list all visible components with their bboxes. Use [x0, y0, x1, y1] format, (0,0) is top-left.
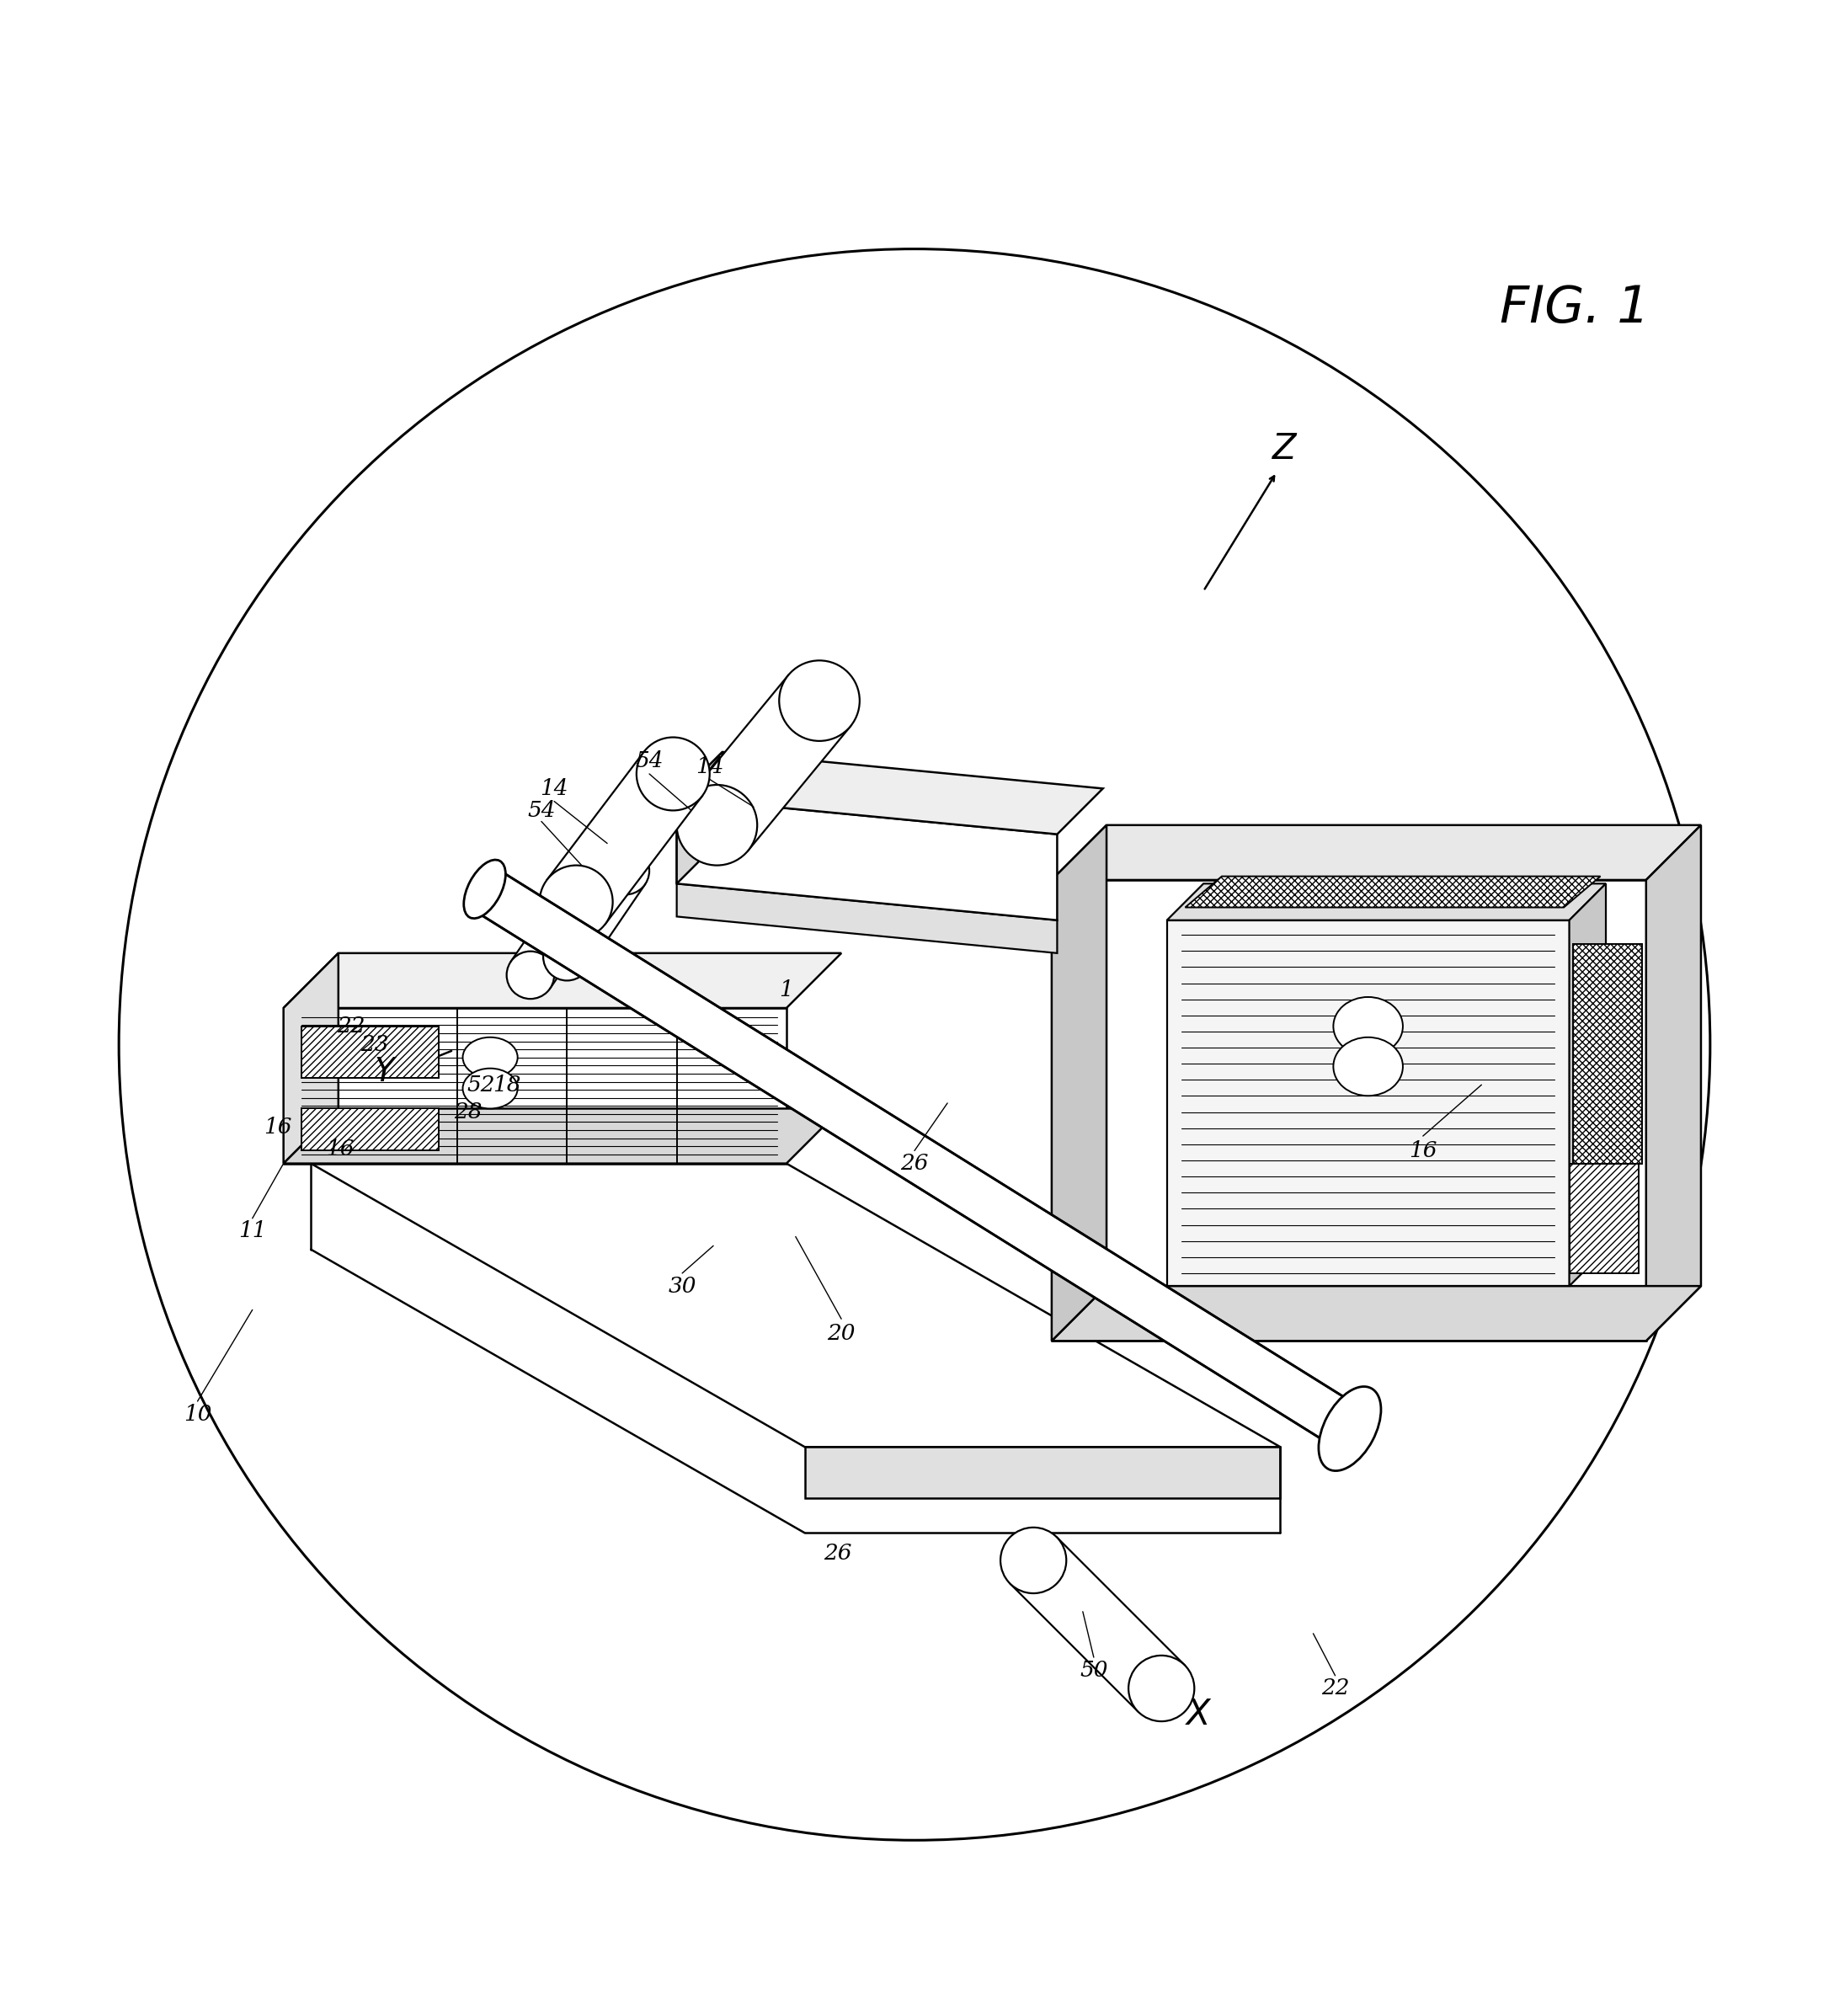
Text: 14: 14	[695, 756, 724, 776]
Polygon shape	[311, 1163, 1280, 1447]
Polygon shape	[1167, 883, 1606, 919]
Ellipse shape	[1128, 1655, 1194, 1722]
Text: FIG. 1: FIG. 1	[1500, 284, 1650, 333]
Ellipse shape	[507, 952, 554, 998]
Text: 10: 10	[183, 1403, 212, 1425]
Ellipse shape	[1000, 1528, 1066, 1593]
Polygon shape	[283, 1109, 841, 1163]
Polygon shape	[1052, 825, 1107, 1341]
Polygon shape	[805, 1447, 1280, 1498]
Ellipse shape	[1319, 1387, 1381, 1472]
Text: 50: 50	[1079, 1659, 1108, 1681]
Polygon shape	[1167, 919, 1569, 1286]
Polygon shape	[677, 752, 1103, 835]
Polygon shape	[677, 883, 1057, 954]
Text: 14: 14	[540, 778, 569, 798]
Ellipse shape	[463, 1068, 518, 1109]
Text: 16: 16	[263, 1117, 293, 1137]
Text: 11: 11	[238, 1220, 267, 1242]
Polygon shape	[283, 954, 338, 1163]
Ellipse shape	[465, 859, 505, 919]
Ellipse shape	[636, 738, 710, 810]
Ellipse shape	[677, 784, 757, 865]
Polygon shape	[1573, 943, 1642, 1163]
Text: 54: 54	[527, 800, 556, 821]
Text: 23: 23	[360, 1034, 390, 1054]
Polygon shape	[677, 798, 1057, 919]
Ellipse shape	[565, 865, 613, 913]
Polygon shape	[1052, 1286, 1701, 1341]
Polygon shape	[1010, 1536, 1185, 1712]
Text: 20: 20	[827, 1322, 856, 1345]
Text: 1: 1	[779, 980, 794, 1000]
Text: 16: 16	[1408, 1141, 1438, 1161]
Polygon shape	[547, 857, 646, 970]
Ellipse shape	[540, 865, 613, 939]
Text: 22: 22	[1321, 1677, 1350, 1699]
Polygon shape	[547, 752, 702, 923]
Text: 52: 52	[466, 1075, 496, 1095]
Polygon shape	[1185, 877, 1600, 907]
Ellipse shape	[779, 661, 860, 742]
Polygon shape	[677, 752, 722, 883]
Text: Z: Z	[1271, 431, 1297, 468]
Polygon shape	[302, 1026, 439, 1077]
Polygon shape	[283, 954, 841, 1008]
Polygon shape	[510, 875, 609, 988]
Text: 18: 18	[492, 1075, 521, 1095]
Text: 54: 54	[635, 750, 664, 772]
Text: 26: 26	[900, 1153, 929, 1173]
Text: X: X	[1185, 1697, 1211, 1732]
Polygon shape	[1052, 825, 1701, 879]
Polygon shape	[686, 675, 850, 851]
Polygon shape	[1569, 883, 1606, 1286]
Polygon shape	[302, 1109, 439, 1151]
Text: 22: 22	[337, 1016, 366, 1036]
Polygon shape	[472, 869, 1363, 1450]
Text: 16: 16	[326, 1139, 355, 1159]
Text: 26: 26	[823, 1542, 852, 1564]
Text: 28: 28	[454, 1101, 483, 1123]
Ellipse shape	[602, 847, 649, 895]
Ellipse shape	[463, 1038, 518, 1077]
Ellipse shape	[543, 933, 591, 980]
Polygon shape	[1646, 825, 1701, 1341]
Ellipse shape	[1333, 998, 1403, 1056]
Polygon shape	[1052, 879, 1646, 1341]
Polygon shape	[283, 1008, 786, 1163]
Text: Y: Y	[375, 1056, 393, 1089]
Ellipse shape	[1333, 1038, 1403, 1097]
Polygon shape	[1569, 1163, 1639, 1274]
Text: 30: 30	[668, 1276, 697, 1296]
